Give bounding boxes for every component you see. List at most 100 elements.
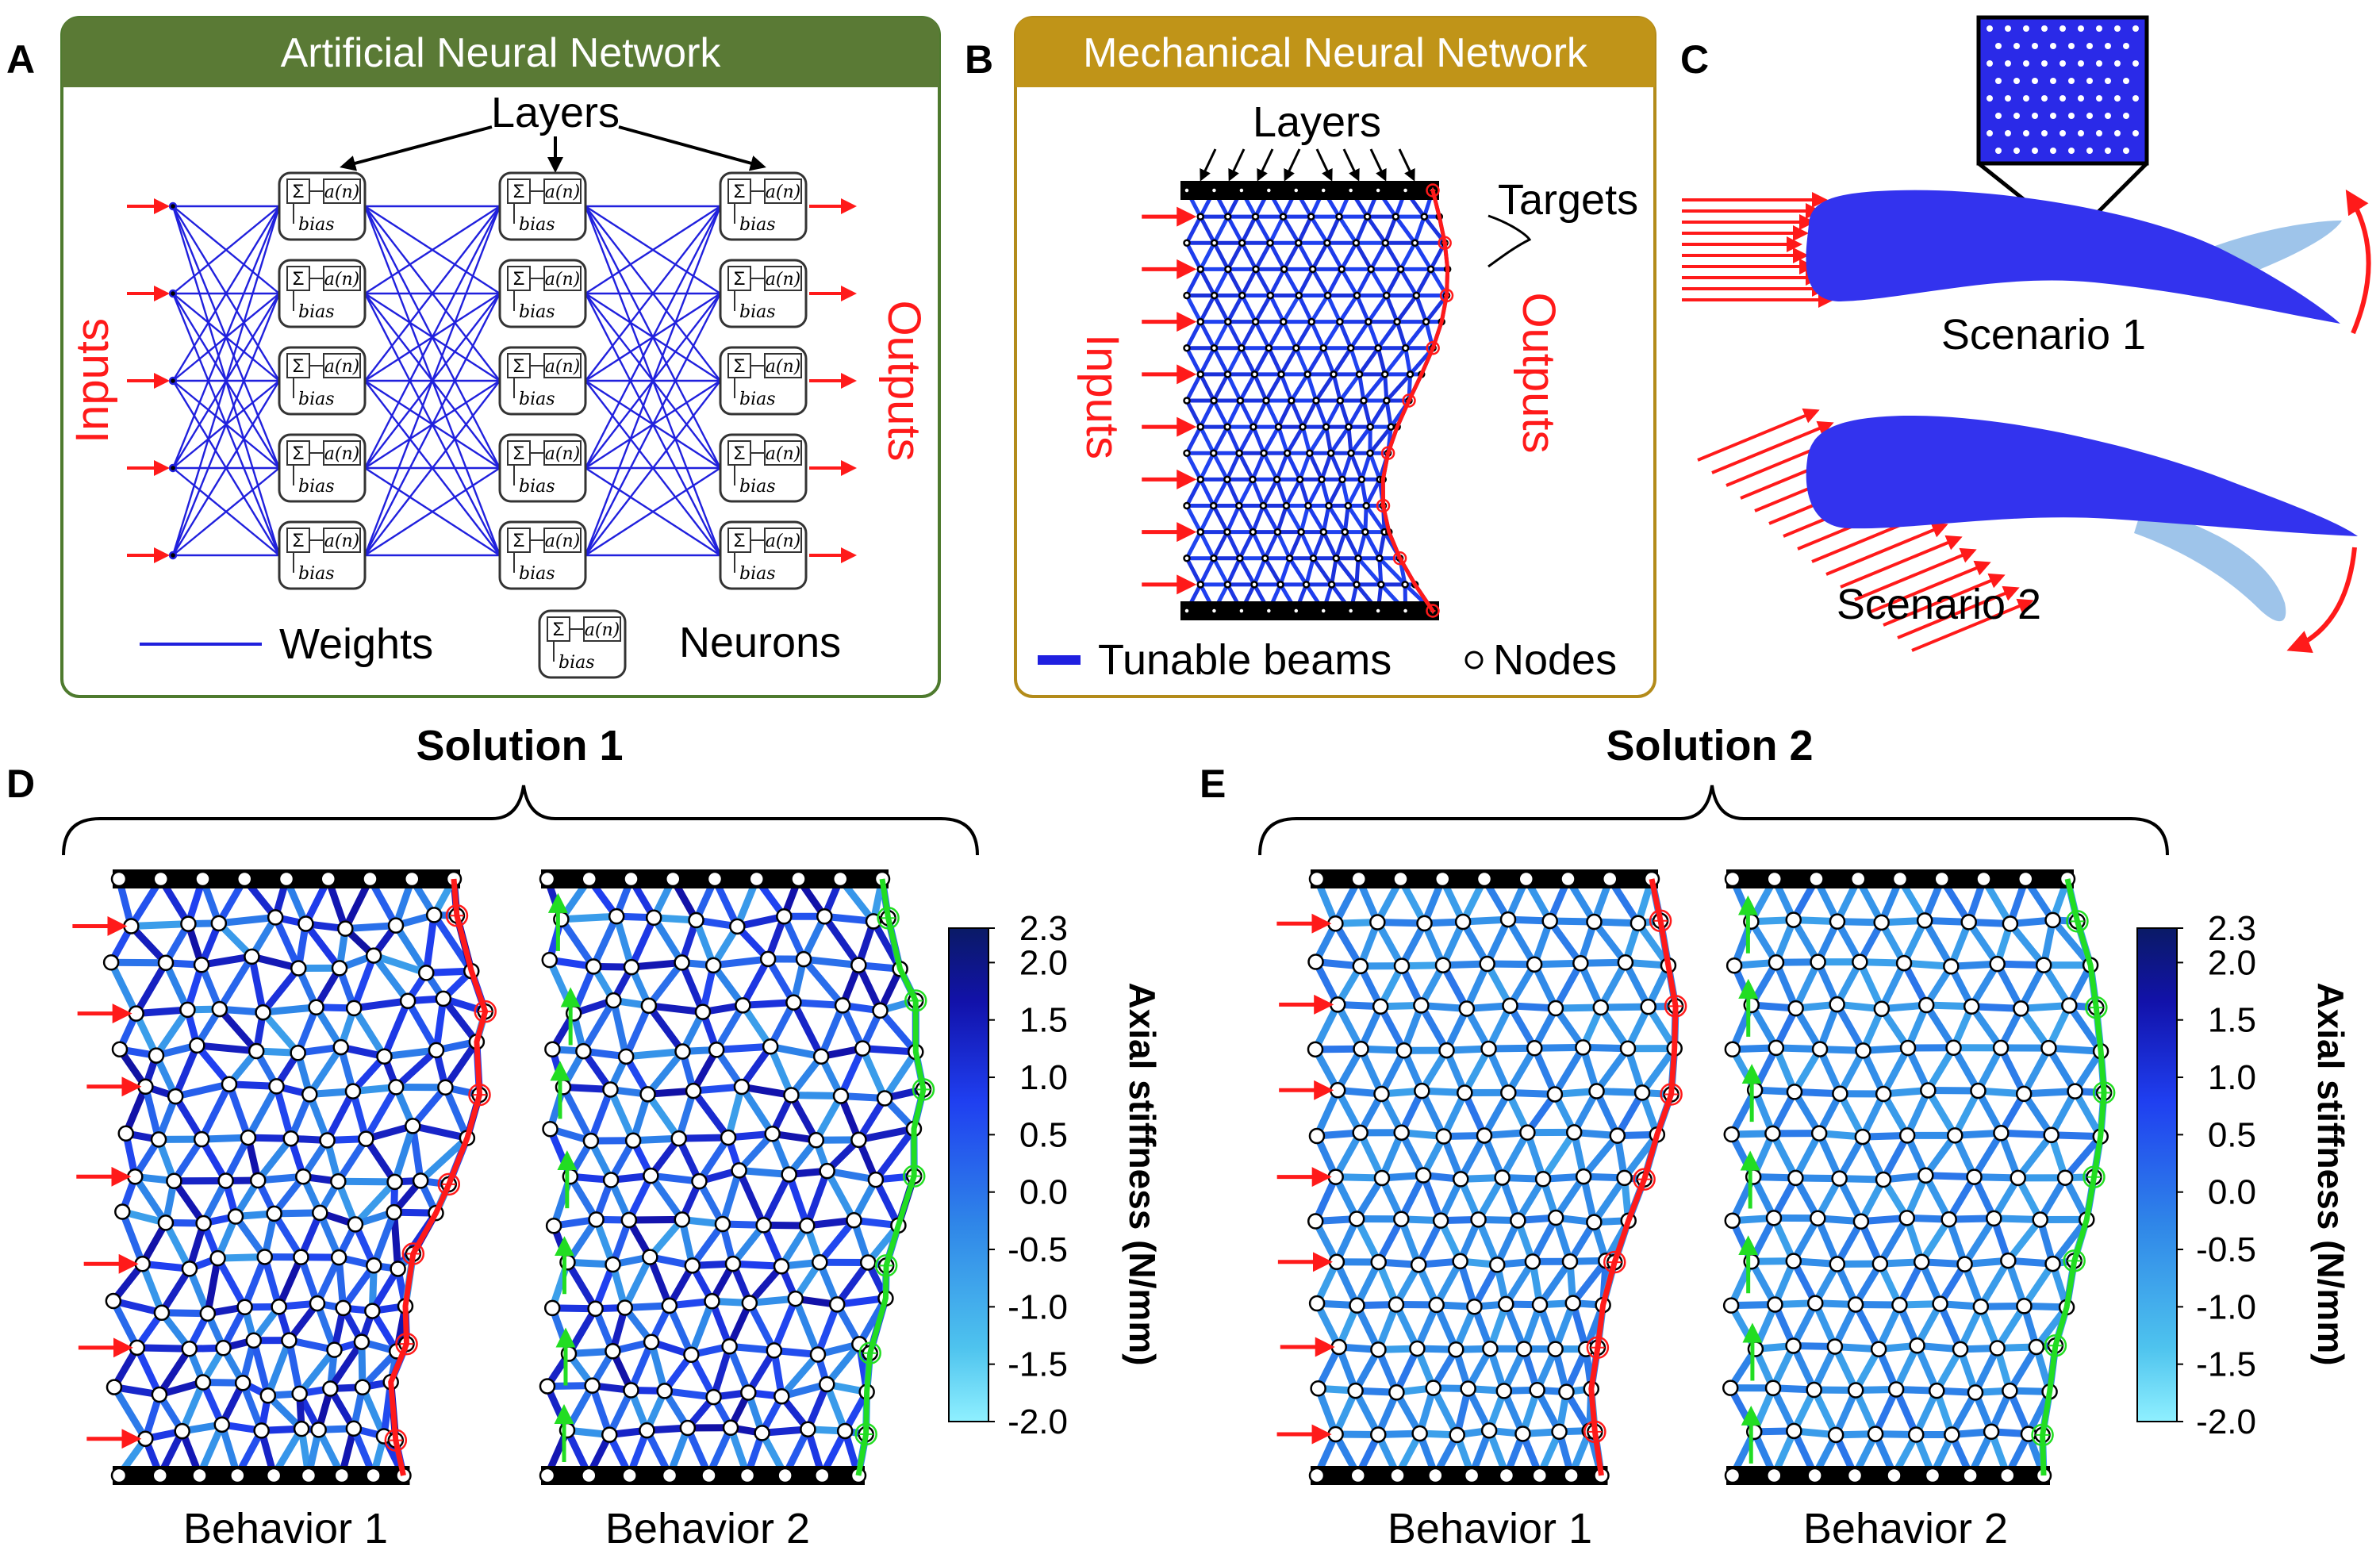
node [1293, 188, 1299, 194]
node [378, 1050, 392, 1064]
node [1252, 371, 1257, 377]
node [1321, 188, 1326, 194]
ann-input-node [170, 552, 176, 558]
node [1787, 1254, 1801, 1268]
node [1501, 912, 1515, 927]
node [355, 1335, 369, 1349]
node [1349, 1383, 1363, 1398]
node [582, 872, 597, 886]
ann-input-node [170, 465, 176, 471]
node [193, 1468, 207, 1483]
node [1319, 477, 1325, 482]
node [1403, 188, 1408, 194]
node [851, 1133, 866, 1147]
node [1311, 555, 1316, 561]
node [1268, 293, 1273, 298]
inset-node [2096, 25, 2102, 32]
node [1389, 1297, 1403, 1311]
node [716, 1217, 730, 1231]
node [1329, 581, 1334, 587]
inset-node [2132, 60, 2139, 67]
node [1533, 1468, 1547, 1483]
node [1184, 555, 1190, 561]
node [800, 1218, 814, 1233]
legend-node-symbol [1466, 652, 1482, 668]
node [249, 1044, 263, 1058]
node [153, 1468, 167, 1483]
node [1342, 529, 1348, 535]
node [696, 1005, 710, 1019]
node [1519, 872, 1534, 886]
node [1830, 997, 1844, 1011]
node [1852, 955, 1867, 969]
node [1367, 451, 1372, 456]
node [1198, 319, 1203, 324]
node [675, 955, 689, 969]
node [1482, 1423, 1496, 1437]
node [1765, 1126, 1779, 1141]
inset-node [2005, 60, 2011, 67]
node [1224, 477, 1230, 482]
node [1477, 872, 1491, 886]
node [726, 1257, 740, 1271]
legend-weights-label: Weights [279, 620, 433, 668]
node [1723, 1381, 1737, 1395]
node [1726, 1468, 1740, 1483]
node [1921, 1083, 1935, 1097]
node [241, 1130, 255, 1145]
neuron-sigma: Σ [734, 181, 746, 202]
d-behavior1-label: Behavior 1 [183, 1505, 388, 1552]
node [215, 1418, 229, 1432]
node [1435, 872, 1449, 886]
inset-node [2068, 113, 2075, 119]
node [237, 872, 251, 886]
colorbar-tick-label: -1.0 [1008, 1287, 1068, 1326]
node [1553, 1425, 1567, 1439]
beam [229, 1084, 248, 1138]
node [1511, 1214, 1525, 1228]
neuron-sigma: Σ [734, 443, 746, 464]
node [851, 958, 866, 973]
node [1987, 1211, 2001, 1226]
node [1767, 1211, 1781, 1225]
node [811, 1347, 825, 1361]
neuron-bias: bias [519, 390, 555, 409]
inset-node [2086, 43, 2093, 49]
legend-nodes-label: Nodes [1493, 636, 1617, 684]
beam [338, 1181, 394, 1182]
node [1727, 958, 1741, 973]
node [1533, 1298, 1547, 1312]
inset-node [2032, 78, 2038, 84]
node [2002, 1383, 2017, 1398]
colorbar-tick-label: -0.5 [2196, 1230, 2256, 1269]
node [767, 1343, 781, 1357]
node [388, 1175, 402, 1189]
node [666, 872, 680, 886]
inset-node [2105, 78, 2111, 84]
node [1237, 451, 1242, 456]
node [1211, 503, 1216, 508]
scenario2-label: Scenario 2 [1837, 581, 2041, 628]
node [1830, 915, 1844, 929]
node [181, 917, 195, 931]
node [1910, 1338, 1925, 1353]
beam [1385, 374, 1387, 401]
node [1211, 398, 1217, 404]
node [291, 1046, 305, 1060]
colorbar-tick-label: -2.0 [2196, 1403, 2256, 1441]
node [784, 1088, 798, 1103]
node [312, 1422, 326, 1437]
node [258, 1249, 272, 1264]
neuron-sigma: Σ [734, 268, 746, 290]
node [1416, 1168, 1430, 1182]
node [1224, 529, 1230, 535]
inset-node [2059, 25, 2066, 32]
node [741, 1386, 755, 1400]
beam [880, 1011, 916, 1052]
node [643, 1250, 657, 1264]
node [1351, 1468, 1365, 1483]
node [332, 1250, 346, 1264]
node [1919, 998, 1933, 1012]
